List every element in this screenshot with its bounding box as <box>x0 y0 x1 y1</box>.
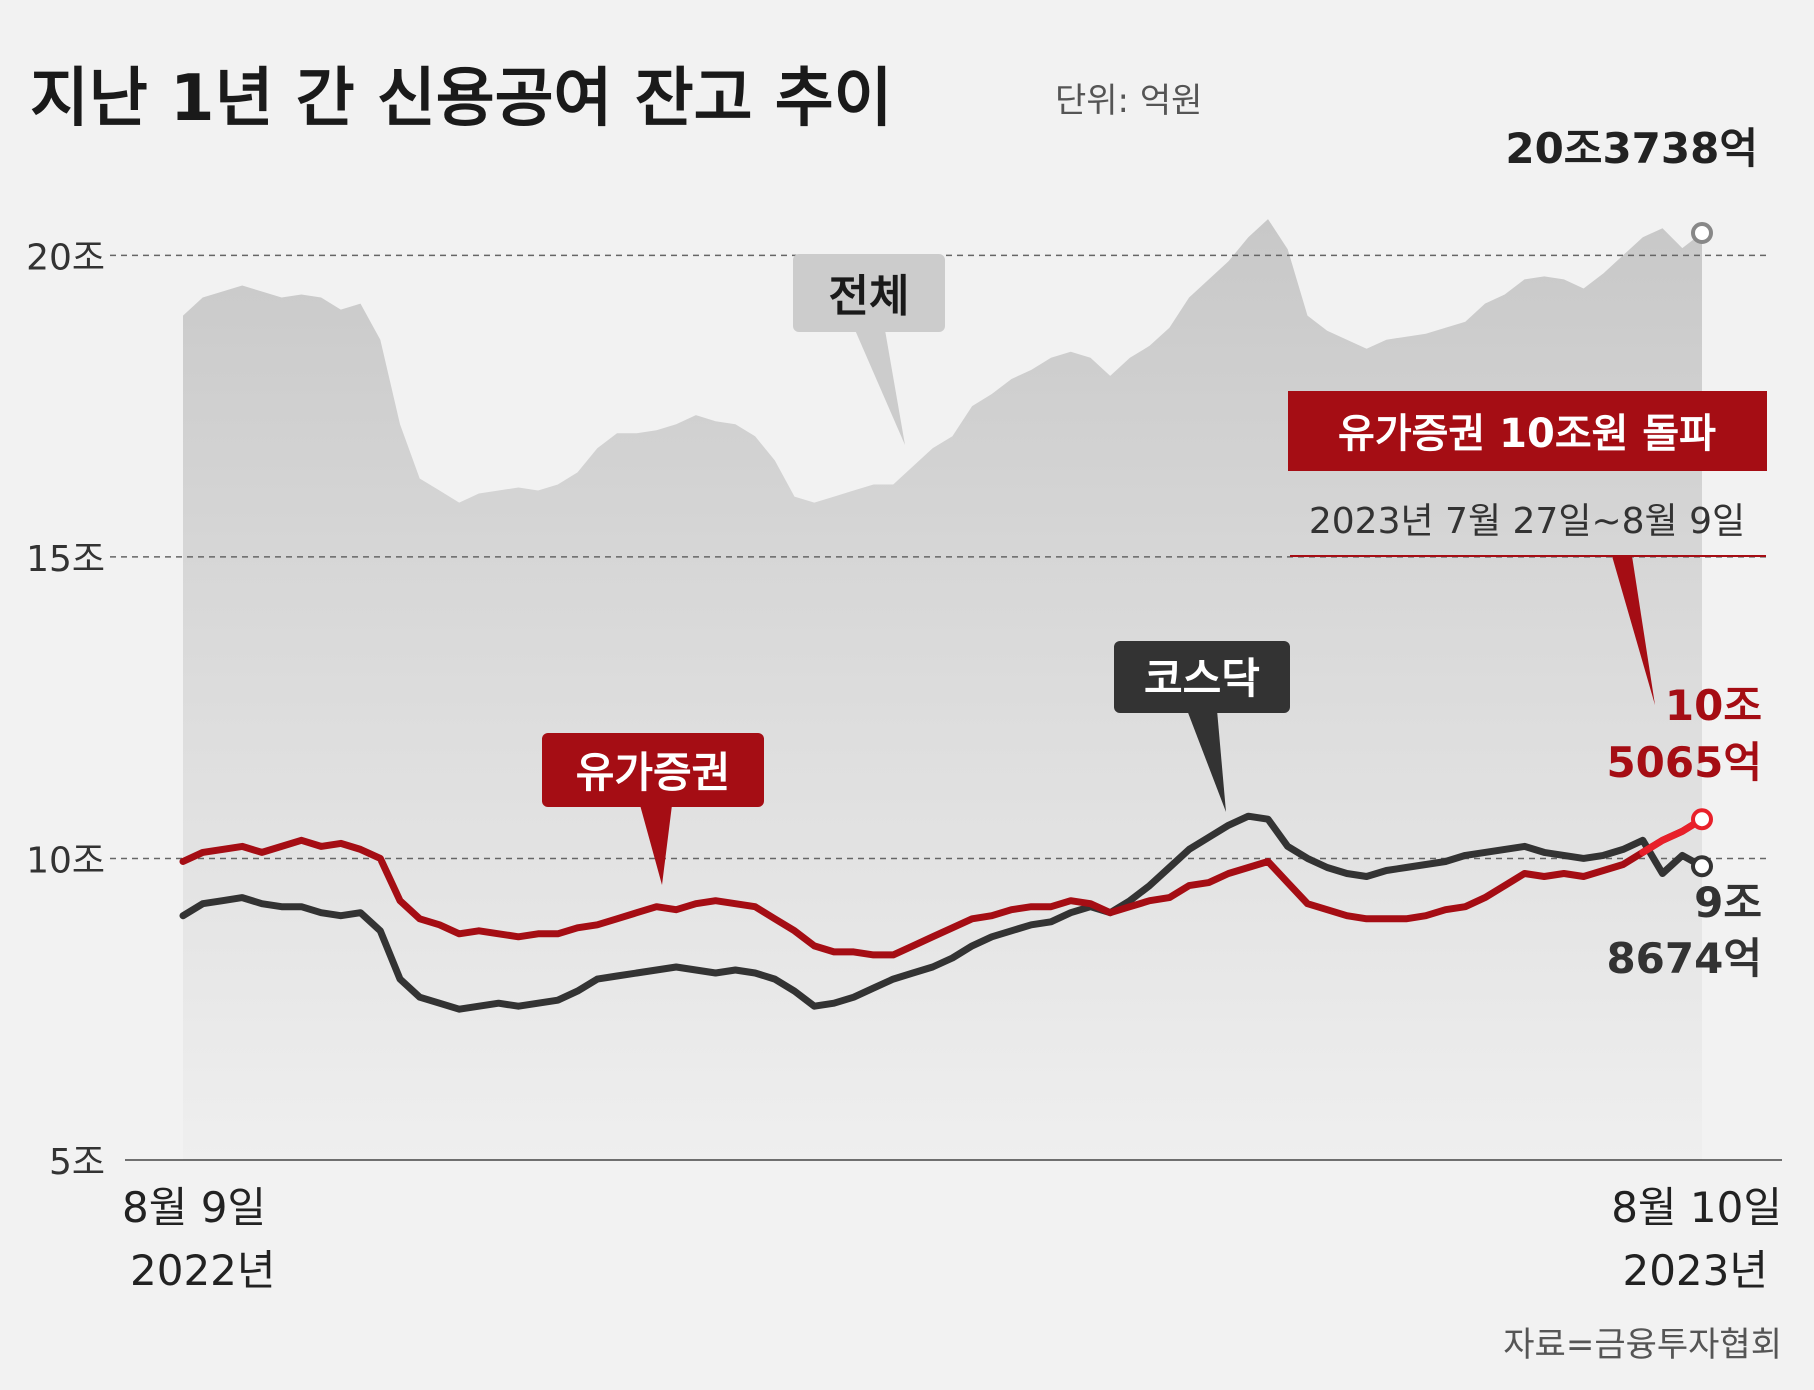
series-kosdaq-line <box>179 812 1706 1013</box>
kospi-end-label-2: 5065억 <box>1606 738 1762 787</box>
kosdaq-callout-box <box>1114 641 1290 713</box>
kosdaq-end-marker <box>1691 855 1713 878</box>
total-end-label-1: 20조 <box>1505 124 1602 173</box>
y-tick-label: 5조 <box>49 1142 105 1183</box>
x-start-date: 8월 9일 <box>122 1183 266 1232</box>
y-tick-label: 10조 <box>26 840 105 881</box>
total-callout-box <box>793 254 945 332</box>
x-end-date: 8월 10일 <box>1611 1183 1782 1232</box>
kosdaq-callout-label: 코스닥 <box>1144 654 1260 703</box>
chart-title: 지난 1년 간 신용공여 잔고 추이 <box>30 62 893 136</box>
y-tick-label: 20조 <box>26 237 105 278</box>
kospi-callout-pointer <box>640 805 672 885</box>
kosdaq-end-label-2: 8674억 <box>1606 934 1762 983</box>
highlight-pointer <box>1612 556 1655 705</box>
y-tick-label: 15조 <box>26 539 105 580</box>
x-start-year: 2022년 <box>130 1246 276 1295</box>
total-end-marker <box>1691 221 1713 244</box>
kosdaq-callout-pointer <box>1187 710 1226 812</box>
kosdaq-end-label-1: 9조 <box>1694 878 1762 927</box>
series-kospi-line <box>179 815 1706 959</box>
highlight-period: 2023년 7월 27일~8월 9일 <box>1309 501 1745 542</box>
kospi-callout-label: 유가증권 <box>576 748 731 797</box>
kospi-callout-box <box>542 733 764 807</box>
unit-label: 단위: 억원 <box>1055 81 1202 121</box>
highlight-box <box>1288 391 1767 471</box>
kospi-end-marker <box>1691 808 1713 831</box>
source-label: 자료=금융투자협회 <box>1503 1325 1782 1365</box>
kospi-highlight-segment <box>1639 815 1706 856</box>
series-total-area <box>183 219 1702 1161</box>
x-end-year: 2023년 <box>1622 1246 1768 1295</box>
kospi-end-label-1: 10조 <box>1665 681 1762 730</box>
total-end-label-2: 3738억 <box>1602 124 1758 173</box>
highlight-title: 유가증권 10조원 돌파 <box>1338 411 1716 457</box>
total-callout-pointer <box>855 330 905 445</box>
total-callout-label: 전체 <box>829 271 910 322</box>
